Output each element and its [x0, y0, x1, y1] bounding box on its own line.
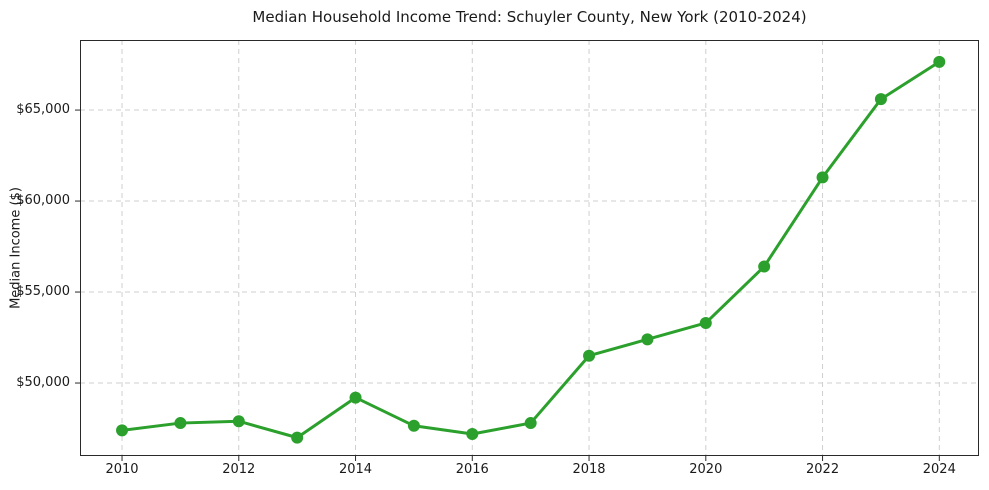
data-point-marker [699, 316, 712, 329]
data-point-marker [291, 431, 304, 444]
plot-border [80, 40, 979, 456]
x-tick-label: 2024 [922, 462, 956, 477]
y-tick-label: $60,000 [16, 193, 70, 209]
line-chart-svg [75, 40, 979, 461]
x-tick-label: 2022 [806, 462, 840, 477]
x-tick-label: 2020 [689, 462, 723, 477]
x-tick-label: 2014 [338, 462, 373, 477]
data-point-marker [407, 419, 420, 432]
x-tick-label: 2018 [572, 462, 606, 477]
data-point-marker [232, 415, 245, 428]
data-point-marker [641, 333, 654, 346]
data-point-marker [874, 93, 887, 106]
chart-title: Median Household Income Trend: Schuyler … [252, 8, 807, 26]
x-tick-label: 2012 [222, 462, 256, 477]
data-point-marker [466, 427, 479, 440]
data-point-marker [524, 417, 537, 430]
income-trend-line [120, 60, 941, 440]
x-tick-label: 2016 [455, 462, 489, 477]
data-point-marker [583, 349, 596, 362]
data-point-marker [116, 424, 129, 437]
y-tick-label: $65,000 [16, 102, 70, 118]
data-point-marker [758, 260, 771, 273]
data-point-marker [933, 55, 946, 68]
y-tick-label: $55,000 [16, 284, 70, 300]
x-tick-label: 2010 [105, 462, 139, 477]
plot-area [75, 40, 979, 461]
data-point-marker [816, 171, 829, 184]
data-point-marker [174, 417, 187, 430]
y-tick-label: $50,000 [16, 375, 70, 391]
data-point-marker [349, 391, 362, 404]
